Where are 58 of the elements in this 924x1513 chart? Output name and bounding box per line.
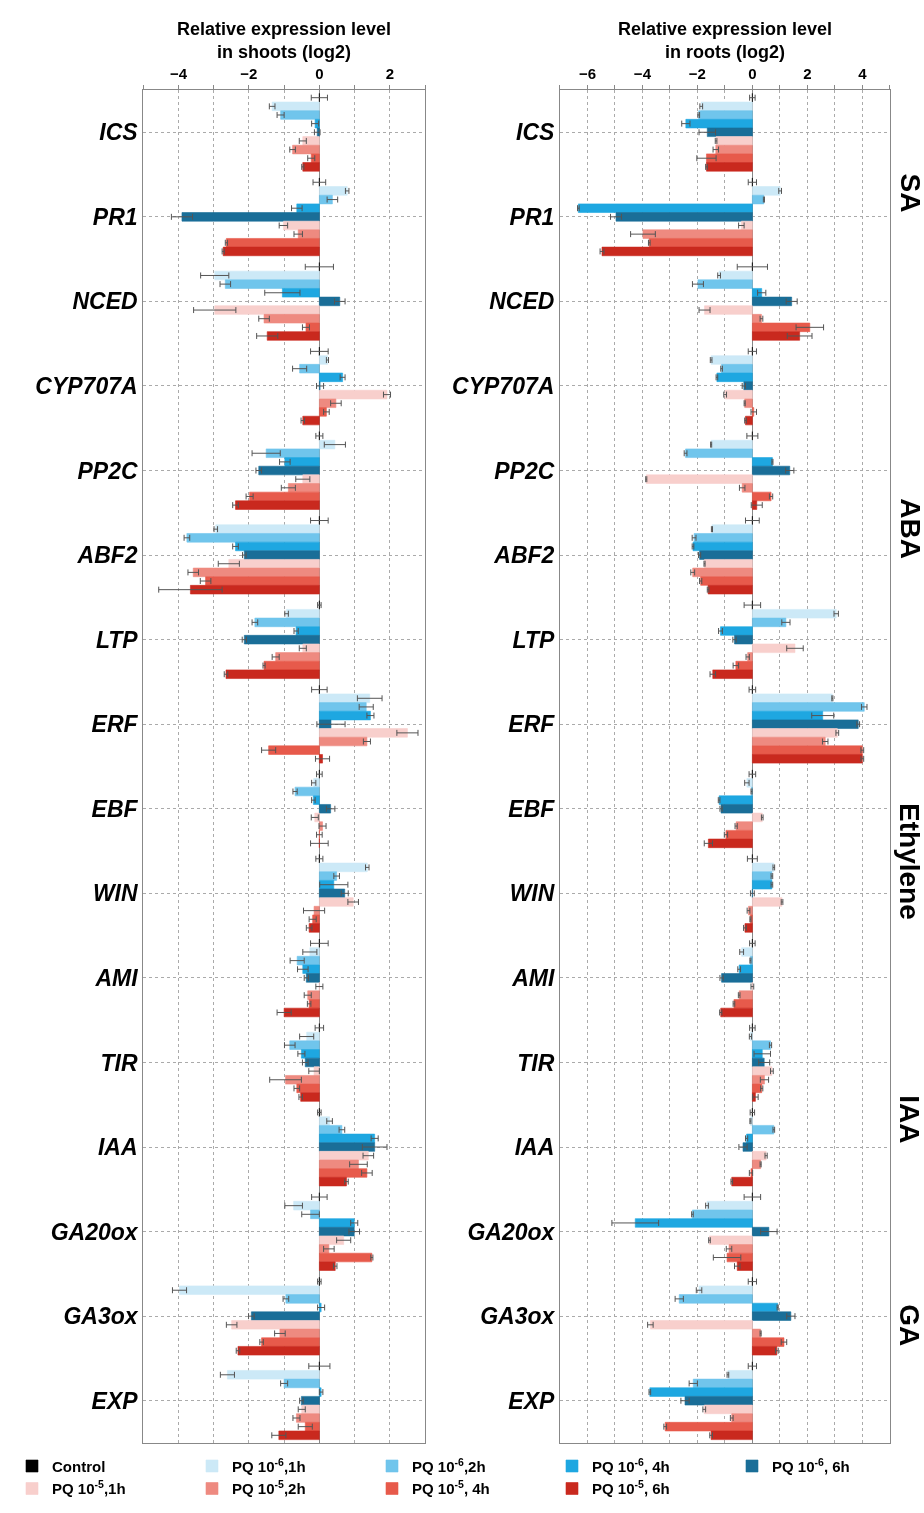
- y-tick-label: PR1: [509, 203, 555, 230]
- y-tick-label: GA3ox: [480, 1303, 556, 1330]
- legend-label: PQ 10$^{-6}$, 4h: [592, 1455, 670, 1475]
- y-tick-label: ABF2: [76, 542, 138, 569]
- y-tick-label: ABF2: [493, 542, 555, 569]
- y-tick-label: GA20ox: [50, 1218, 139, 1245]
- text: IAA: [894, 1095, 924, 1144]
- y-tick-label: WIN: [509, 880, 555, 907]
- y-tick-label: EXP: [91, 1387, 139, 1414]
- x-tick-label: 0: [748, 65, 757, 82]
- y-tick-label: EXP: [508, 1387, 555, 1414]
- x-tick-label: −2: [240, 65, 258, 82]
- y-tick-label: PP2C: [494, 457, 555, 484]
- y-tick-label: CYP707A: [452, 373, 555, 400]
- legend-label: PQ 10$^{-5}$, 4h: [412, 1478, 490, 1498]
- y-tick-label: TIR: [517, 1049, 555, 1076]
- text: GA: [894, 1304, 924, 1347]
- y-tick-label: PR1: [92, 203, 138, 230]
- y-tick-label: ICS: [99, 119, 139, 146]
- x-tick-label: 0: [315, 65, 324, 82]
- legend-label: PQ 10$^{-6}$, 6h: [772, 1455, 850, 1475]
- y-tick-label: GA3ox: [63, 1303, 139, 1330]
- x-tick-label: −6: [578, 65, 596, 82]
- y-tick-label: IAA: [97, 1134, 138, 1161]
- y-tick-label: NCED: [72, 288, 138, 315]
- y-tick-label: TIR: [100, 1049, 138, 1076]
- text: ABA: [894, 498, 924, 559]
- x-tick-label: −4: [169, 65, 188, 82]
- y-tick-label: EBF: [91, 795, 139, 822]
- text: Ethylene: [894, 803, 924, 920]
- y-tick-label: GA20ox: [467, 1218, 556, 1245]
- chart-title: Relative expression level in shoots (log2): [177, 19, 392, 63]
- y-tick-label: LTP: [512, 626, 555, 653]
- legend-label: PQ 10$^{-6}$,2h: [412, 1455, 486, 1475]
- x-tick-label: −2: [688, 65, 706, 82]
- y-tick-label: LTP: [95, 626, 139, 653]
- x-tick-label: 2: [803, 65, 812, 82]
- y-tick-label: NCED: [489, 288, 555, 315]
- y-tick-label: CYP707A: [35, 373, 138, 400]
- chart-title: Relative expression level in roots (log2): [618, 19, 833, 63]
- y-tick-label: PP2C: [77, 457, 138, 484]
- y-tick-label: EBF: [508, 795, 556, 822]
- y-tick-label: AMI: [511, 964, 555, 991]
- legend-label: PQ 10$^{-5}$,1h: [52, 1478, 126, 1498]
- x-tick-label: 2: [385, 65, 394, 82]
- legend-label: Control: [52, 1457, 106, 1475]
- y-tick-label: ERF: [508, 711, 556, 738]
- y-tick-label: ICS: [516, 119, 555, 146]
- legend-label: PQ 10$^{-6}$,1h: [232, 1455, 306, 1475]
- x-tick-label: 4: [858, 65, 868, 82]
- x-tick-label: −4: [633, 65, 652, 82]
- y-tick-label: ERF: [91, 711, 139, 738]
- y-tick-label: AMI: [94, 964, 139, 991]
- y-tick-label: WIN: [92, 880, 138, 907]
- text: SA: [894, 173, 924, 213]
- legend-label: PQ 10$^{-5}$,2h: [232, 1478, 306, 1498]
- y-tick-label: IAA: [514, 1134, 555, 1161]
- legend-label: PQ 10$^{-5}$, 6h: [592, 1478, 670, 1498]
